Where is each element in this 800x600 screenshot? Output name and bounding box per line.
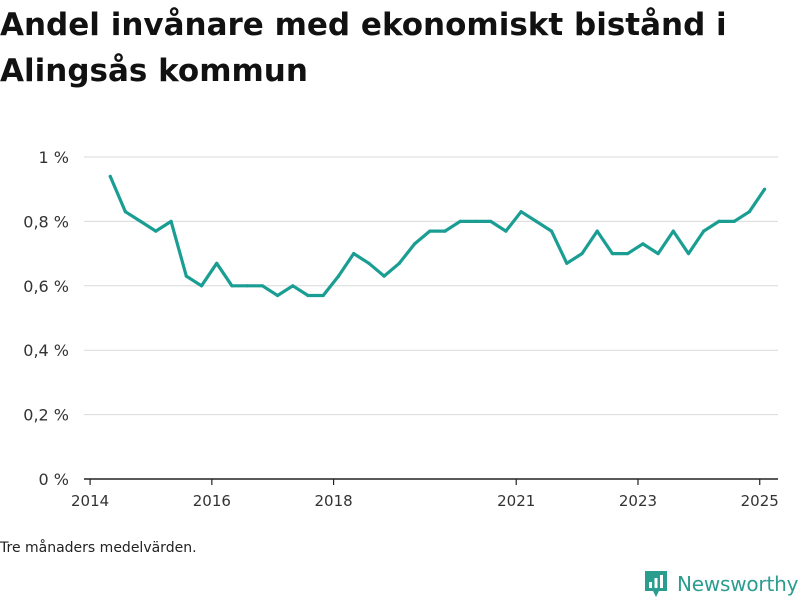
data-point — [276, 293, 280, 298]
data-point — [565, 261, 569, 265]
data-point — [428, 229, 432, 233]
y-tick-label: 0,4 % — [23, 341, 69, 360]
data-point — [443, 229, 447, 233]
data-point — [519, 210, 523, 214]
chart-title: Andel invånare med ekonomiskt bistånd i … — [0, 7, 727, 89]
data-point — [184, 274, 188, 278]
data-point — [702, 229, 706, 233]
data-point — [473, 219, 477, 223]
data-point — [108, 174, 112, 178]
data-point — [336, 274, 341, 278]
data-point — [732, 219, 736, 223]
data-point — [230, 284, 234, 288]
y-tick-label: 0,2 % — [23, 406, 69, 425]
data-point — [610, 252, 615, 256]
grid — [84, 156, 778, 416]
data-point — [626, 252, 630, 256]
footnote: Tre månaders medelvärden. — [0, 540, 197, 556]
data-point — [397, 261, 401, 265]
data-point — [139, 219, 143, 223]
x-tick-label: 2023 — [619, 492, 657, 510]
x-axis: 2014 2016 2018 2021 2023 2025 — [71, 479, 779, 510]
data-point — [291, 284, 295, 288]
y-axis: 0 % 0,2 % 0,4 % 0,6 % 0,8 % 1 % — [23, 148, 69, 489]
data-point — [321, 293, 325, 298]
data-point — [534, 219, 538, 223]
data-point — [504, 229, 508, 233]
data-point — [215, 261, 219, 265]
data-point — [580, 252, 584, 256]
data-point — [458, 219, 462, 223]
data-point — [199, 284, 204, 288]
data-point — [123, 210, 127, 214]
data-point — [641, 242, 645, 246]
data-point — [260, 284, 264, 288]
newsworthy-logo: Newsworthy — [643, 568, 798, 600]
data-point — [656, 252, 660, 256]
x-tick-label: 2014 — [71, 492, 109, 510]
brand-name: Newsworthy — [677, 572, 799, 596]
data-point — [595, 229, 599, 233]
data-point — [413, 242, 417, 246]
data-point — [717, 219, 721, 223]
data-point — [245, 284, 249, 288]
data-point — [306, 293, 310, 298]
series-line — [108, 175, 766, 298]
x-tick-label: 2021 — [497, 492, 535, 510]
data-point — [382, 274, 386, 278]
data-point — [763, 187, 767, 191]
y-tick-label: 0 % — [39, 470, 69, 489]
x-tick-label: 2018 — [315, 492, 353, 510]
data-point — [352, 252, 356, 256]
data-point — [169, 219, 173, 223]
y-tick-label: 0,8 % — [23, 212, 69, 231]
bar-chart-logo-icon — [645, 571, 667, 597]
data-point — [489, 219, 493, 223]
x-tick-label: 2016 — [193, 492, 231, 510]
data-point — [686, 252, 691, 256]
x-tick-label: 2025 — [741, 492, 779, 510]
y-tick-label: 0,6 % — [23, 277, 69, 296]
data-point — [549, 229, 554, 233]
data-point — [154, 229, 158, 233]
y-tick-label: 1 % — [39, 148, 69, 167]
data-point — [747, 210, 752, 214]
data-point — [367, 261, 371, 265]
series-layer — [108, 174, 767, 298]
data-point — [671, 229, 675, 233]
